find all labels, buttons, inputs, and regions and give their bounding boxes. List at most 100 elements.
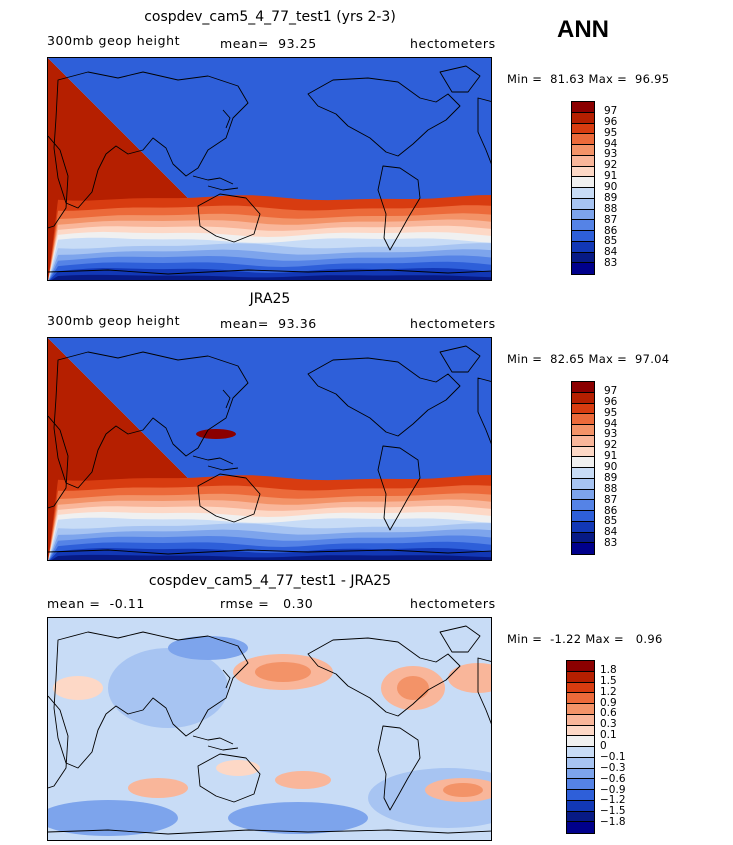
colorbar-tick-label: 95 [604,126,618,139]
colorbar-swatch [572,241,594,253]
colorbar-swatch [572,446,594,458]
colorbar-tick-label: −1.8 [600,816,626,829]
colorbar-tick-label: 1.5 [600,674,617,687]
colorbar-swatch [572,511,594,522]
colorbar-tick-label: 87 [604,213,618,226]
colorbar-swatch [567,682,594,694]
colorbar-tick-label: 84 [604,526,618,539]
panel-1-colorbar-labels: 97 96 95 94 93 92 91 90 89 88 87 86 85 84 83 [604,101,644,275]
colorbar-tick-label: 85 [604,235,618,248]
colorbar-swatch [572,403,594,415]
colorbar-tick-label: −0.6 [600,772,626,785]
colorbar-swatch [572,414,594,425]
colorbar-swatch [572,145,594,156]
colorbar-swatch [567,693,594,704]
panel-3-title: cospdev_cam5_4_77_test1 - JRA25 [148,573,392,589]
colorbar-tick-label: 92 [604,439,618,452]
panel-1-units: hectometers [410,36,496,51]
colorbar-tick-label: 97 [604,384,618,397]
colorbar-tick-label: 87 [604,493,618,506]
colorbar-swatch [572,263,594,274]
colorbar-tick-label: 91 [604,450,618,463]
season-label: ANN [557,16,609,43]
colorbar-tick-label: 0.3 [600,718,617,731]
colorbar-swatch [572,532,594,544]
colorbar-swatch [572,220,594,231]
panel-2-mean: mean= 93.36 [220,316,317,331]
colorbar-tick-label: 93 [604,148,618,161]
colorbar-tick-label: 96 [604,395,618,408]
colorbar-tick-label: 86 [604,504,618,517]
colorbar-tick-label: 83 [604,257,618,270]
colorbar-swatch [567,725,594,737]
colorbar-tick-label: 94 [604,417,618,430]
colorbar-swatch [572,209,594,221]
colorbar-tick-label: 83 [604,537,618,550]
colorbar-swatch [567,736,594,747]
panel-3-colorbar [566,660,595,834]
colorbar-swatch [572,231,594,242]
colorbar-swatch [572,102,594,113]
colorbar-tick-label: 90 [604,461,618,473]
panel-3-colorbar-labels: 1.8 1.5 1.2 0.9 0.6 0.3 0.1 0 −0.1 −0.3 −0.6 −0.9 −1… [600,660,640,834]
colorbar-swatch [567,714,594,726]
colorbar-swatch [572,500,594,511]
colorbar-tick-label: 1.2 [600,685,617,698]
colorbar-swatch [567,779,594,790]
colorbar-swatch [567,704,594,715]
colorbar-tick-label: 88 [604,202,618,215]
panel-1-map [47,57,492,281]
panel-1-title: cospdev_cam5_4_77_test1 (yrs 2-3) [144,9,396,25]
colorbar-swatch [572,198,594,210]
colorbar-swatch [572,155,594,167]
colorbar-tick-label: 97 [604,104,618,117]
panel-2-colorbar [571,381,595,555]
colorbar-tick-label: 0 [600,740,607,752]
colorbar-swatch [572,468,594,479]
colorbar-swatch [567,661,594,672]
panel-3-minmax: Min = -1.22 Max = 0.96 [507,632,663,646]
colorbar-tick-label: −0.9 [600,783,626,796]
panel-2-colorbar-labels: 97 96 95 94 93 92 91 90 89 88 87 86 85 84 83 [604,381,644,555]
colorbar-tick-label: 0.1 [600,729,617,742]
colorbar-swatch [572,435,594,447]
colorbar-swatch [572,252,594,264]
panel-2-title: JRA25 [249,291,291,307]
colorbar-swatch [572,457,594,468]
colorbar-tick-label: −0.3 [600,761,626,774]
colorbar-tick-label: 94 [604,137,618,150]
colorbar-swatch [572,543,594,554]
colorbar-swatch [567,822,594,833]
colorbar-tick-label: −0.1 [600,750,626,763]
colorbar-swatch [567,768,594,780]
colorbar-tick-label: 90 [604,181,618,193]
colorbar-swatch [572,123,594,135]
colorbar-swatch [572,425,594,436]
colorbar-swatch [572,188,594,199]
colorbar-tick-label: 92 [604,159,618,172]
panel-1-colorbar [571,101,595,275]
colorbar-swatch [567,800,594,812]
colorbar-swatch [572,134,594,145]
colorbar-tick-label: 88 [604,482,618,495]
colorbar-swatch [572,489,594,501]
panel-3-rmse: rmse = 0.30 [220,596,314,611]
colorbar-swatch [567,747,594,758]
colorbar-tick-label: −1.2 [600,794,626,807]
colorbar-swatch [572,392,594,404]
colorbar-tick-label: 91 [604,170,618,183]
panel-1-mean: mean= 93.25 [220,36,317,51]
colorbar-tick-label: 89 [604,191,618,204]
colorbar-tick-label: −1.5 [600,805,626,818]
colorbar-tick-label: 0.6 [600,707,617,720]
panel-1-minmax: Min = 81.63 Max = 96.95 [507,72,670,86]
colorbar-swatch [567,671,594,683]
panel-2-units: hectometers [410,316,496,331]
colorbar-swatch [567,790,594,801]
panel-3-mean: mean = -0.11 [47,596,145,611]
colorbar-tick-label: 86 [604,224,618,237]
colorbar-tick-label: 89 [604,471,618,484]
colorbar-tick-label: 93 [604,428,618,441]
colorbar-tick-label: 96 [604,115,618,128]
colorbar-swatch [572,112,594,124]
